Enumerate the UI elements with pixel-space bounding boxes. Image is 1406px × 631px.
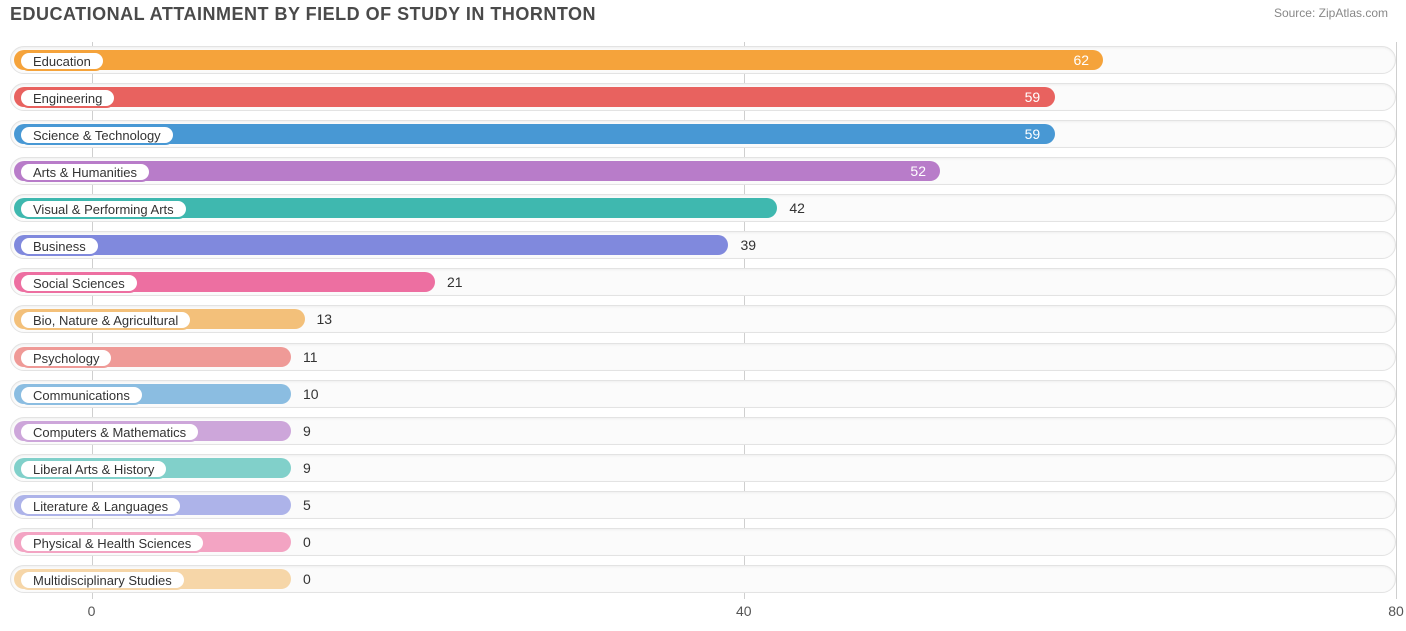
bar-fill [14,50,1103,70]
bar-category-pill: Communications [19,385,144,405]
bar-value-label: 0 [303,534,311,550]
bar-category-pill: Liberal Arts & History [19,459,168,479]
bar-row: Visual & Performing Arts 42 [10,194,1396,224]
bar-value-label: 62 [1073,52,1089,68]
bar-category-pill: Engineering [19,88,116,108]
chart-title: EDUCATIONAL ATTAINMENT BY FIELD OF STUDY… [10,4,596,25]
bar-row: Computers & Mathematics 9 [10,417,1396,447]
bar-value-label: 13 [317,311,333,327]
bar-row: Physical & Health Sciences 0 [10,528,1396,558]
bar-row: Arts & Humanities 52 [10,157,1396,187]
bar-value-label: 39 [740,237,756,253]
bar-track: Communications 10 [10,380,1396,408]
bar-value-label: 9 [303,423,311,439]
source-attribution: Source: ZipAtlas.com [1274,4,1388,20]
x-tick-label: 0 [88,603,96,619]
bar-track: Bio, Nature & Agricultural 13 [10,305,1396,333]
bar-category-pill: Bio, Nature & Agricultural [19,310,192,330]
bar-track: Education 62 [10,46,1396,74]
bar-track: Social Sciences 21 [10,268,1396,296]
bar-track: Literature & Languages 5 [10,491,1396,519]
bar-category-pill: Psychology [19,348,113,368]
bar-fill [14,87,1055,107]
bar-fill [14,161,940,181]
bar-value-label: 0 [303,571,311,587]
bar-track: Liberal Arts & History 9 [10,454,1396,482]
bar-row: Science & Technology 59 [10,120,1396,150]
bar-category-pill: Literature & Languages [19,496,182,516]
bar-value-label: 42 [789,200,805,216]
bar-category-pill: Computers & Mathematics [19,422,200,442]
bar-row: Business 39 [10,231,1396,261]
bar-value-label: 21 [447,274,463,290]
bar-track: Business 39 [10,231,1396,259]
bar-fill [14,235,728,255]
bar-row: Social Sciences 21 [10,268,1396,298]
bar-value-label: 52 [910,163,926,179]
bar-category-pill: Social Sciences [19,273,139,293]
bar-value-label: 59 [1025,126,1041,142]
bars-container: Education62Engineering59Science & Techno… [10,42,1396,599]
bar-row: Liberal Arts & History 9 [10,454,1396,484]
bar-value-label: 9 [303,460,311,476]
bar-value-label: 11 [303,349,318,365]
bar-category-pill: Education [19,51,105,71]
bar-track: Engineering 59 [10,83,1396,111]
bar-row: Literature & Languages 5 [10,491,1396,521]
x-tick-label: 40 [736,603,752,619]
bar-row: Multidisciplinary Studies 0 [10,565,1396,595]
bar-row: Psychology 11 [10,343,1396,373]
bar-category-pill: Science & Technology [19,125,175,145]
bar-value-label: 5 [303,497,311,513]
bar-track: Multidisciplinary Studies 0 [10,565,1396,593]
x-tick-label: 80 [1388,603,1404,619]
grid-line [1396,42,1397,599]
bar-track: Visual & Performing Arts 42 [10,194,1396,222]
bar-track: Physical & Health Sciences 0 [10,528,1396,556]
bar-value-label: 10 [303,386,319,402]
bar-category-pill: Arts & Humanities [19,162,151,182]
bar-row: Communications 10 [10,380,1396,410]
bar-category-pill: Multidisciplinary Studies [19,570,186,590]
bar-row: Engineering 59 [10,83,1396,113]
bar-track: Psychology 11 [10,343,1396,371]
bar-row: Bio, Nature & Agricultural 13 [10,305,1396,335]
bar-category-pill: Visual & Performing Arts [19,199,188,219]
bar-category-pill: Business [19,236,100,256]
bar-track: Computers & Mathematics 9 [10,417,1396,445]
chart-area: Education62Engineering59Science & Techno… [10,42,1396,599]
x-axis: 04080 [10,603,1396,621]
bar-track: Arts & Humanities 52 [10,157,1396,185]
bar-track: Science & Technology 59 [10,120,1396,148]
bar-row: Education 62 [10,46,1396,76]
bar-value-label: 59 [1025,89,1041,105]
bar-category-pill: Physical & Health Sciences [19,533,205,553]
